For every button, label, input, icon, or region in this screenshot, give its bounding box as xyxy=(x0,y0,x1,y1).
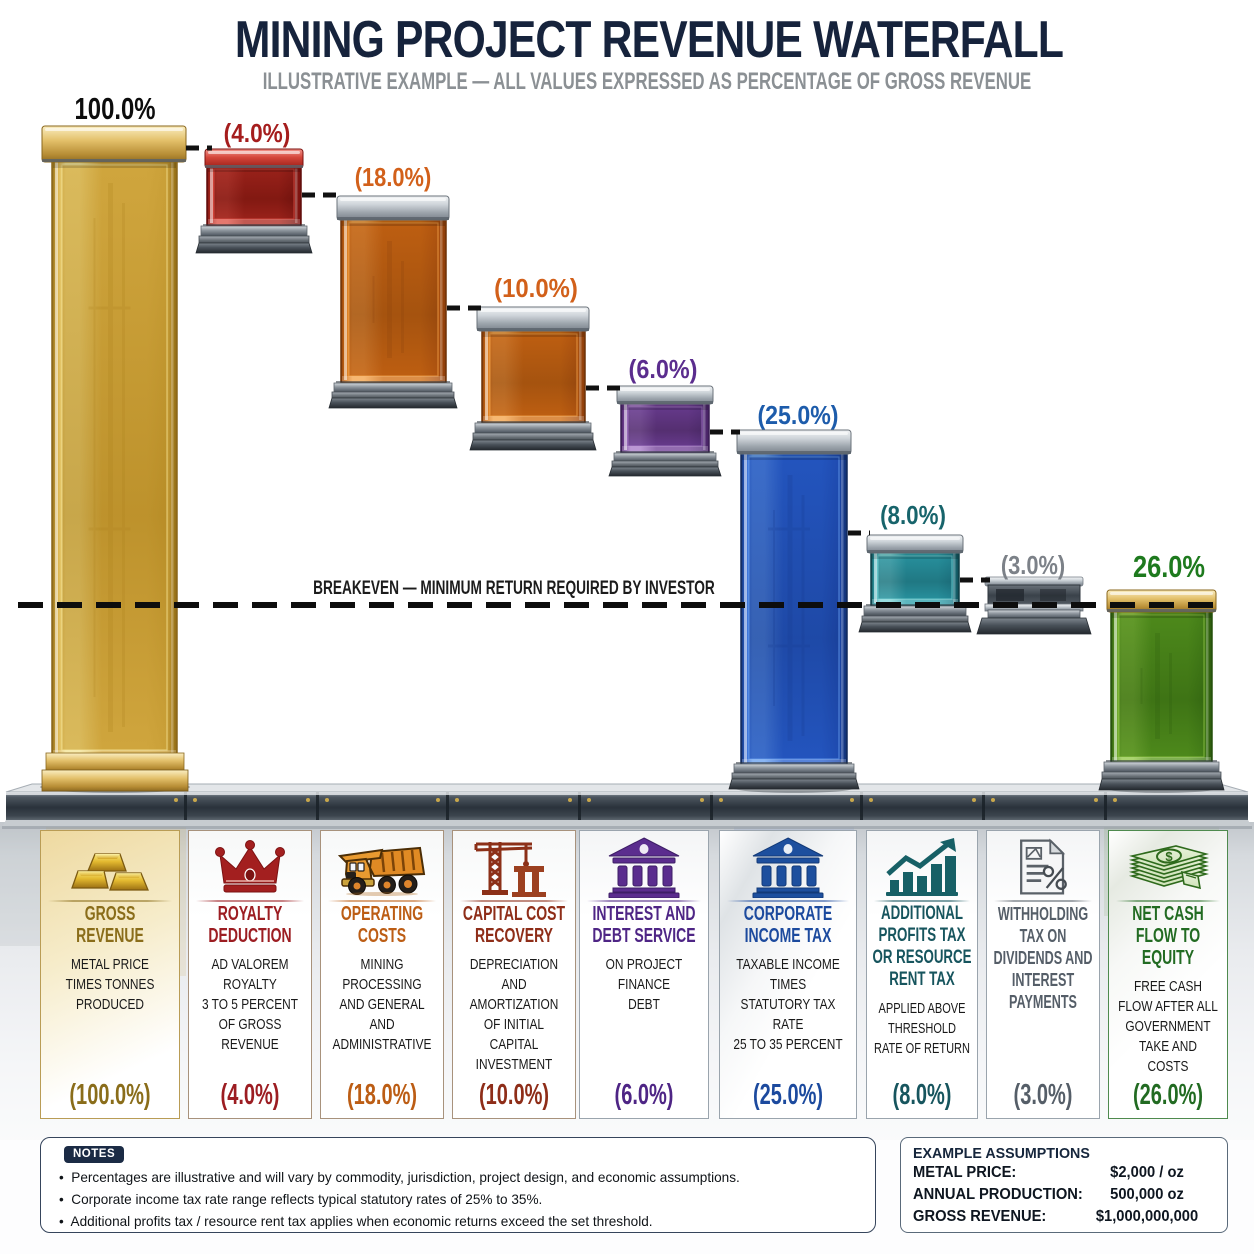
svg-text:$: $ xyxy=(1165,849,1173,864)
